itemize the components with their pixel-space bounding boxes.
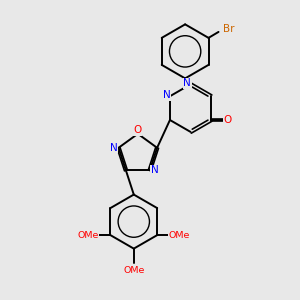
Text: N: N <box>163 90 171 100</box>
Text: OMe: OMe <box>77 231 99 240</box>
Text: N: N <box>110 143 118 153</box>
Text: O: O <box>224 115 232 125</box>
Text: OMe: OMe <box>123 266 145 275</box>
Text: N: N <box>183 78 191 88</box>
Text: Br: Br <box>224 24 235 34</box>
Text: O: O <box>134 125 142 135</box>
Text: OMe: OMe <box>169 231 190 240</box>
Text: N: N <box>151 165 158 176</box>
